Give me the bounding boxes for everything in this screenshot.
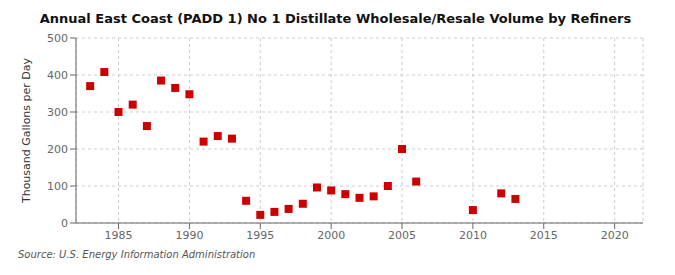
svg-text:1985: 1985	[105, 229, 133, 242]
svg-text:400: 400	[47, 69, 68, 82]
svg-text:2020: 2020	[601, 229, 629, 242]
html-text:Source: U.S. Energy Informatio: Source: U.S. Energy Information Administ…	[18, 249, 256, 260]
svg-text:200: 200	[47, 143, 68, 156]
svg-text:2010: 2010	[459, 229, 487, 242]
svg-text:100: 100	[47, 180, 68, 193]
svg-text:1995: 1995	[246, 229, 274, 242]
svg-text:Thousand Gallons per Day: Thousand Gallons per Day	[20, 57, 33, 204]
svg-text:1990: 1990	[175, 229, 203, 242]
svg-text:500: 500	[47, 32, 68, 45]
svg-text:300: 300	[47, 106, 68, 119]
svg-text:0: 0	[61, 217, 68, 230]
html-text:Annual East Coast (PADD 1) No: Annual East Coast (PADD 1) No 1 Distilla…	[39, 11, 632, 26]
svg-text:2000: 2000	[317, 229, 345, 242]
svg-text:2005: 2005	[388, 229, 416, 242]
svg-text:2015: 2015	[530, 229, 558, 242]
